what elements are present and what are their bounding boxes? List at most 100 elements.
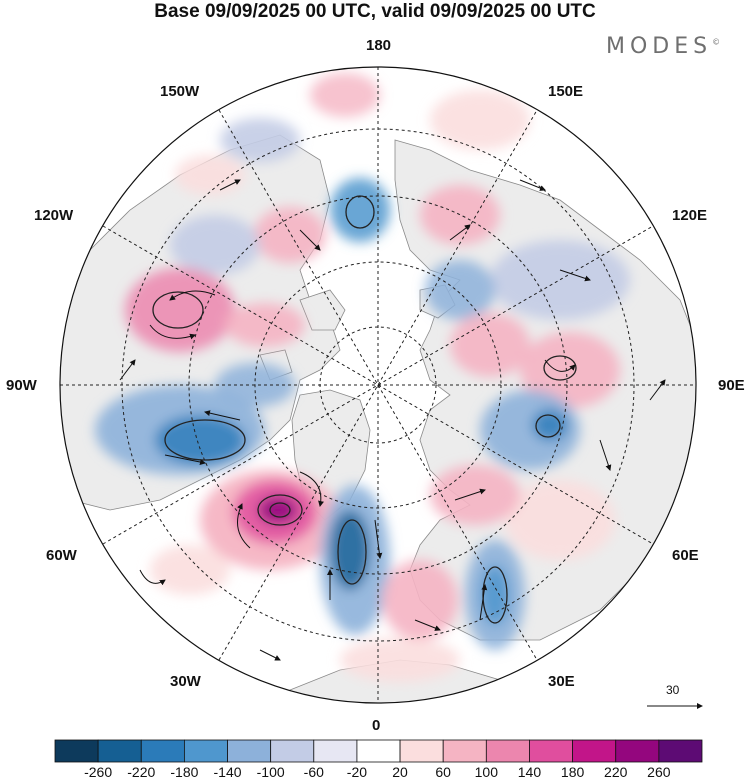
colorbar-tick-label: 220 — [604, 764, 628, 780]
longitude-label-90e: 90E — [718, 377, 745, 394]
vector-4 — [374, 519, 383, 559]
anomaly-positive-europe-west — [382, 560, 458, 640]
colorbar-tick-labels: -260 -220 -180 -140 -100 -60 -20 20 60 100 140 180 2… — [0, 764, 750, 782]
meridian-30w-150e — [218, 109, 538, 661]
colorbar-swatch — [658, 739, 703, 763]
colorbar-tick-label: 180 — [560, 764, 585, 780]
contour-barents-low — [535, 414, 561, 438]
vector-19 — [519, 179, 546, 191]
contour-central-asia-high — [543, 355, 577, 381]
colorbar-tick-label: -220 — [127, 764, 156, 780]
longitude-label-60w: 60W — [46, 547, 77, 564]
contour-east-atlantic-low — [337, 519, 367, 585]
colorbar-tick-label: -140 — [213, 764, 242, 780]
anomaly-positive-bering-east — [430, 90, 530, 150]
anomaly-negative-barents-core — [532, 409, 568, 441]
vector-10 — [454, 488, 486, 501]
colorbar-swatch — [572, 739, 617, 763]
vector-1 — [299, 471, 324, 507]
vector-17 — [599, 439, 612, 471]
colorbar-tick-label: -180 — [170, 764, 199, 780]
longitude-label-60e: 60E — [672, 547, 699, 564]
colorbar-tick-label: 100 — [474, 764, 499, 780]
colorbar-swatch — [485, 739, 530, 763]
latitude-circle-50n — [121, 128, 635, 642]
anomaly-positive-beaufort — [254, 207, 326, 263]
colorbar — [54, 739, 703, 763]
brand-mark: © — [712, 37, 721, 47]
colorbar-swatch — [227, 739, 272, 763]
colorbar-tick-label: 60 — [435, 764, 451, 780]
colorbar-swatch — [313, 739, 358, 763]
meridian-120w-60e — [102, 225, 654, 545]
longitude-label-120w: 120W — [34, 207, 74, 224]
longitude-label-150w: 150W — [160, 83, 200, 100]
colorbar-swatch — [356, 739, 401, 763]
contour-north-atlantic-high — [257, 494, 303, 526]
anomaly-negative-laptev — [425, 260, 495, 320]
anomaly-positive-north-atlantic-core — [258, 496, 298, 524]
map-disc — [60, 67, 696, 703]
colorbar-swatch — [97, 739, 142, 763]
anomaly-positive-gulf-alaska — [175, 155, 245, 195]
vector-18 — [219, 179, 241, 191]
reference-vector-label: 30 — [666, 683, 680, 697]
anomaly-negative-labrador-core — [155, 415, 245, 465]
colorbar-swatch — [442, 739, 487, 763]
anomaly-negative-west-pacific — [170, 215, 260, 275]
anomaly-positive-scandinavia — [430, 465, 520, 525]
colorbar-swatch — [615, 739, 660, 763]
vector-11 — [479, 584, 488, 621]
longitude-label-0: 0 — [372, 717, 381, 734]
vector-5 — [164, 454, 206, 465]
anomaly-positive-canada-west — [125, 268, 235, 352]
longitude-label-30e: 30E — [548, 673, 575, 690]
anomaly-positive-kara — [450, 313, 530, 377]
anomaly-negative-aleutian — [220, 118, 300, 162]
longitude-label-120e: 120E — [672, 207, 708, 224]
colorbar-swatch — [140, 739, 185, 763]
anomaly-positive-mediterranean — [340, 638, 460, 682]
vector-9 — [544, 359, 576, 372]
anomaly-positive-canada-central — [225, 303, 305, 347]
contour-chukchi-low — [345, 195, 375, 229]
longitude-label-30w: 30W — [170, 673, 201, 690]
colorbar-swatch — [270, 739, 315, 763]
colorbar-tick-label: 20 — [392, 764, 408, 780]
colorbar-tick-label: -20 — [346, 764, 368, 780]
longitude-label-180: 180 — [366, 37, 392, 54]
brand-logo: MODES© — [606, 34, 720, 59]
meridian-150w-30e — [218, 109, 538, 661]
vector-22 — [259, 649, 281, 661]
longitude-label-90w: 90W — [6, 377, 37, 394]
brand-text: MODES — [606, 34, 713, 59]
anomaly-positive-west-siberia — [505, 480, 615, 560]
page-title: Base 09/09/2025 00 UTC, valid 09/09/2025… — [154, 1, 596, 22]
anomaly-negative-chukchi — [330, 178, 390, 242]
contour-north-atlantic-high-inner — [269, 502, 291, 518]
vector-2 — [237, 503, 251, 549]
colorbar-swatch — [399, 739, 444, 763]
colorbar-tick-label: 260 — [647, 764, 671, 780]
vector-15 — [559, 269, 591, 282]
colorbar-swatch — [54, 739, 99, 763]
anomaly-negative-east-atlantic-core — [330, 510, 370, 590]
wind-vectors — [119, 179, 666, 661]
anomaly-negative-europe-east-core — [481, 565, 509, 625]
vector-14 — [299, 229, 321, 251]
latitude-circle-70n — [254, 261, 502, 509]
contour-canada-high — [152, 291, 204, 329]
colorbar-tick-label: -260 — [84, 764, 113, 780]
colorbar-tick-label: 140 — [517, 764, 542, 780]
vector-21 — [649, 379, 666, 401]
map-border — [59, 66, 697, 704]
colorbar-tick-label: -60 — [303, 764, 324, 780]
longitude-lines — [60, 67, 696, 703]
vector-13 — [449, 224, 471, 241]
anomaly-positive-central-atlantic — [150, 545, 230, 595]
anomaly-positive-east-siberia — [420, 185, 500, 245]
contour-europe-east-low — [482, 566, 508, 624]
vector-20 — [139, 569, 166, 586]
vector-6 — [204, 410, 241, 421]
